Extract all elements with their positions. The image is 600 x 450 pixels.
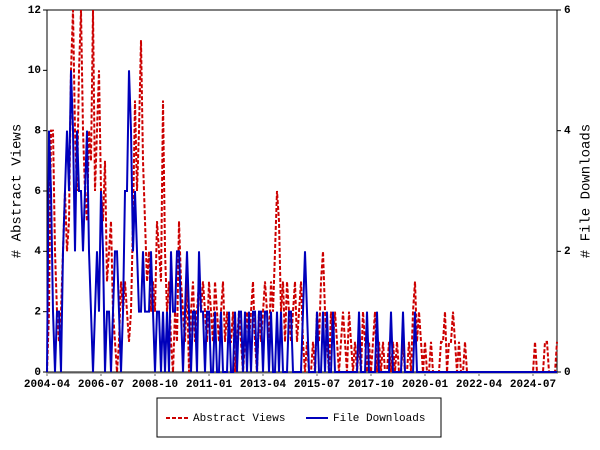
y2-tick-label: 2 — [564, 246, 571, 258]
y2-tick-label: 6 — [564, 5, 571, 17]
y2-axis-label: # File Downloads — [579, 124, 595, 258]
y-tick-label: 8 — [34, 126, 41, 138]
x-tick-label: 2004-04 — [24, 379, 71, 391]
y-axis-label: # Abstract Views — [10, 124, 26, 258]
y-tick-label: 4 — [34, 246, 41, 258]
legend-label: File Downloads — [333, 413, 425, 425]
x-tick-label: 2017-10 — [348, 379, 394, 391]
y-tick-label: 2 — [34, 307, 41, 319]
x-tick-label: 2015-07 — [294, 379, 340, 391]
x-tick-label: 2008-10 — [132, 379, 178, 391]
x-tick-label: 2024-07 — [510, 379, 556, 391]
x-tick-label: 2020-01 — [402, 379, 449, 391]
y-tick-label: 6 — [34, 186, 41, 198]
y2-tick-label: 4 — [564, 126, 571, 138]
x-tick-label: 2022-04 — [456, 379, 503, 391]
x-tick-label: 2006-07 — [78, 379, 124, 391]
legend-label: Abstract Views — [193, 413, 285, 425]
y-tick-label: 10 — [28, 65, 41, 77]
y2-tick-label: 0 — [564, 367, 571, 379]
x-tick-label: 2013-04 — [240, 379, 287, 391]
series-line — [46, 70, 557, 373]
legend-box — [156, 397, 442, 438]
y-tick-label: 0 — [34, 367, 41, 379]
y-tick-label: 12 — [28, 5, 41, 17]
x-tick-label: 2011-01 — [186, 379, 233, 391]
